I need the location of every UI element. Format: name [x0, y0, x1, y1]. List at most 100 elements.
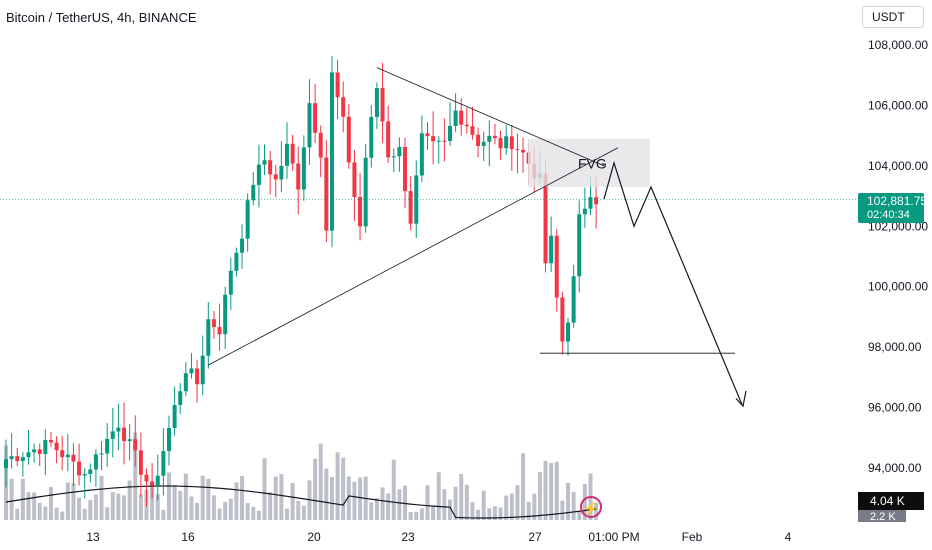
- volume-bar: [504, 495, 509, 520]
- candle-body: [122, 427, 127, 442]
- candle-body: [301, 147, 306, 190]
- candle-body: [195, 368, 200, 385]
- candle-body: [155, 475, 160, 486]
- candle-body: [256, 164, 261, 185]
- candle-body: [88, 469, 93, 475]
- volume-bar: [386, 493, 391, 520]
- candle-body: [4, 459, 8, 469]
- candle-body: [99, 453, 104, 455]
- volume-bar: [110, 492, 115, 520]
- volume-bar: [431, 505, 436, 520]
- y-tick-label: 94,000.00: [868, 461, 922, 475]
- candle-body: [397, 147, 402, 157]
- projection-path[interactable]: [603, 160, 743, 405]
- last-price: 102,881.75: [867, 194, 928, 208]
- volume-bar: [313, 458, 318, 520]
- volume-bar: [65, 482, 70, 520]
- volume-bar: [301, 505, 306, 520]
- volume-bar: [71, 483, 76, 520]
- candle-body: [341, 97, 346, 117]
- volume-bar: [127, 480, 132, 520]
- candle-body: [515, 149, 520, 151]
- candle-body: [335, 72, 340, 98]
- volume-ma-tag: 2.2 K: [858, 510, 906, 522]
- volume-bar: [453, 486, 458, 520]
- volume-bar: [290, 483, 295, 520]
- volume-bar: [341, 457, 346, 520]
- volume-bar: [43, 506, 48, 520]
- volume-bar: [60, 511, 65, 520]
- candle-body: [464, 124, 469, 127]
- volume-bar: [268, 492, 273, 520]
- x-tick-label: 01:00 PM: [588, 530, 639, 544]
- lightning-bolt-icon[interactable]: ⚡: [580, 496, 602, 518]
- volume-bar: [37, 502, 42, 520]
- candle-body: [374, 88, 379, 117]
- volume-bar: [228, 498, 233, 520]
- time-axis: 13 16 20 23 27 01:00 PM Feb 4: [86, 530, 791, 544]
- volume-bar: [172, 484, 177, 520]
- volume-bar: [273, 476, 278, 520]
- y-tick-label: 100,000.00: [868, 280, 928, 294]
- candle-body: [391, 156, 396, 158]
- triangle-resistance-line[interactable]: [376, 67, 605, 167]
- candle-body: [268, 160, 273, 175]
- candle-body: [54, 442, 59, 451]
- volume-bar: [262, 458, 267, 520]
- candle-body: [408, 191, 413, 224]
- volume-bar: [442, 489, 447, 520]
- candle-body: [594, 197, 599, 205]
- candle-body: [9, 456, 14, 460]
- candle-body: [82, 474, 87, 476]
- candle-body: [127, 439, 132, 442]
- candle-body: [487, 135, 492, 142]
- currency-selector[interactable]: USDT: [862, 6, 924, 28]
- candle-body: [161, 451, 166, 476]
- candle-body: [313, 103, 318, 133]
- candle-body: [442, 140, 447, 142]
- candle-body: [60, 450, 65, 458]
- candle-body: [110, 431, 115, 439]
- candle-body: [77, 461, 82, 476]
- candle-body: [65, 454, 70, 458]
- volume-bar: [122, 495, 127, 520]
- candle-body: [459, 110, 464, 125]
- volume-bar: [537, 472, 542, 520]
- volume-bar: [380, 487, 385, 520]
- candle-body: [492, 135, 497, 139]
- candle-body: [217, 327, 222, 335]
- y-tick-label: 98,000.00: [868, 340, 922, 354]
- candle-body: [37, 449, 42, 454]
- volume-bar: [470, 502, 475, 520]
- volume-bar: [116, 493, 121, 520]
- volume-bar: [183, 473, 188, 520]
- candle-body: [150, 481, 155, 486]
- candle-body: [307, 103, 312, 148]
- volume-bar: [133, 432, 138, 520]
- x-tick-label: 4: [785, 530, 792, 544]
- volume-bar: [296, 500, 301, 520]
- x-tick-label: 16: [181, 530, 195, 544]
- candle-body: [166, 427, 171, 452]
- candle-body: [200, 355, 205, 385]
- volume-bar: [211, 495, 216, 520]
- volume-bar: [464, 484, 469, 520]
- candle-body: [504, 136, 509, 149]
- candle-body: [211, 319, 216, 328]
- volume-bar: [189, 496, 194, 520]
- volume-bar: [487, 508, 492, 520]
- candle-body: [363, 157, 368, 227]
- candle-body: [498, 138, 503, 149]
- candle-body: [425, 133, 430, 137]
- candle-body: [386, 121, 391, 158]
- price-candles: [4, 56, 599, 507]
- volume-bar: [358, 477, 363, 520]
- volume-bar: [543, 460, 548, 520]
- triangle-support-line[interactable]: [207, 147, 619, 366]
- candle-body: [436, 140, 441, 142]
- candle-body: [32, 449, 37, 453]
- candle-body: [481, 141, 486, 146]
- volume-bar: [335, 452, 340, 520]
- volume-bar: [571, 492, 576, 520]
